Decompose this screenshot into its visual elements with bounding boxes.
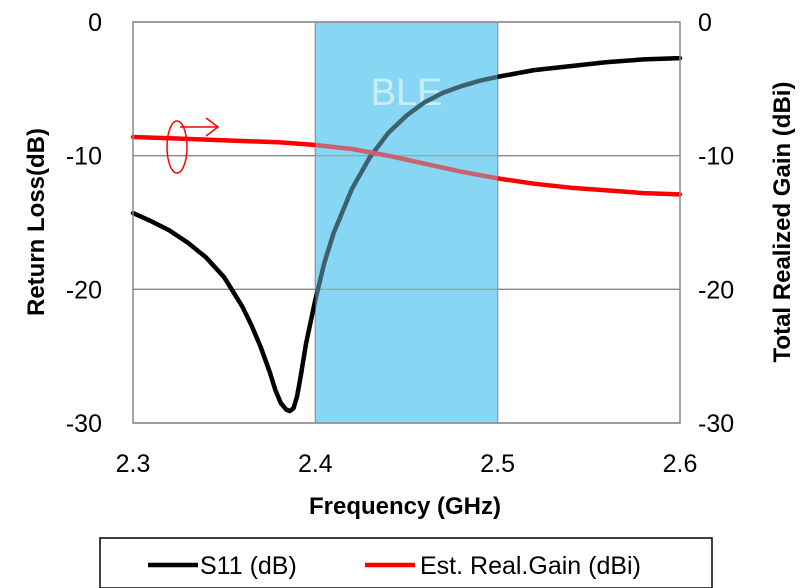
y-tick-labels: 0 -10 -20 -30 <box>66 9 102 438</box>
ble-band-label: BLE <box>371 72 443 114</box>
x-tick-labels: 2.3 2.4 2.5 2.6 <box>116 450 698 478</box>
plot-frame <box>132 21 681 424</box>
legend: S11 (dB) Est. Real.Gain (dBi) <box>99 537 713 588</box>
series-line-s11 <box>130 55 683 414</box>
y2-tick-label: 0 <box>698 9 712 37</box>
y2-tick-label: -20 <box>698 276 734 304</box>
x-tick-label: 2.4 <box>298 450 333 478</box>
x-axis-title: Frequency (GHz) <box>309 493 501 520</box>
y-tick-label: -20 <box>66 276 102 304</box>
ble-band <box>315 22 498 423</box>
y-tick-label: -10 <box>66 143 102 171</box>
y2-tick-labels: 0 -10 -20 -30 <box>698 9 734 438</box>
y2-tick-label: -30 <box>698 410 734 438</box>
y2-tick-label: -10 <box>698 143 734 171</box>
axis-marker-ellipse <box>166 120 188 174</box>
legend-label-gain: Est. Real.Gain (dBi) <box>420 552 641 580</box>
y-tick-label: -30 <box>66 410 102 438</box>
x-tick-label: 2.3 <box>116 450 151 478</box>
y-tick-label: 0 <box>88 9 102 37</box>
x-tick-label: 2.5 <box>480 450 515 478</box>
right-axis-marker <box>166 117 220 174</box>
y-axis-title: Return Loss(dB) <box>23 128 50 316</box>
series-line-gain <box>130 134 683 197</box>
axis-marker-arrowhead <box>205 117 220 137</box>
ble-band-overlay <box>315 22 498 423</box>
legend-label-s11: S11 (dB) <box>200 552 297 580</box>
y2-axis-title: Total Realized Gain (dBi) <box>769 82 796 363</box>
x-tick-label: 2.6 <box>663 450 698 478</box>
